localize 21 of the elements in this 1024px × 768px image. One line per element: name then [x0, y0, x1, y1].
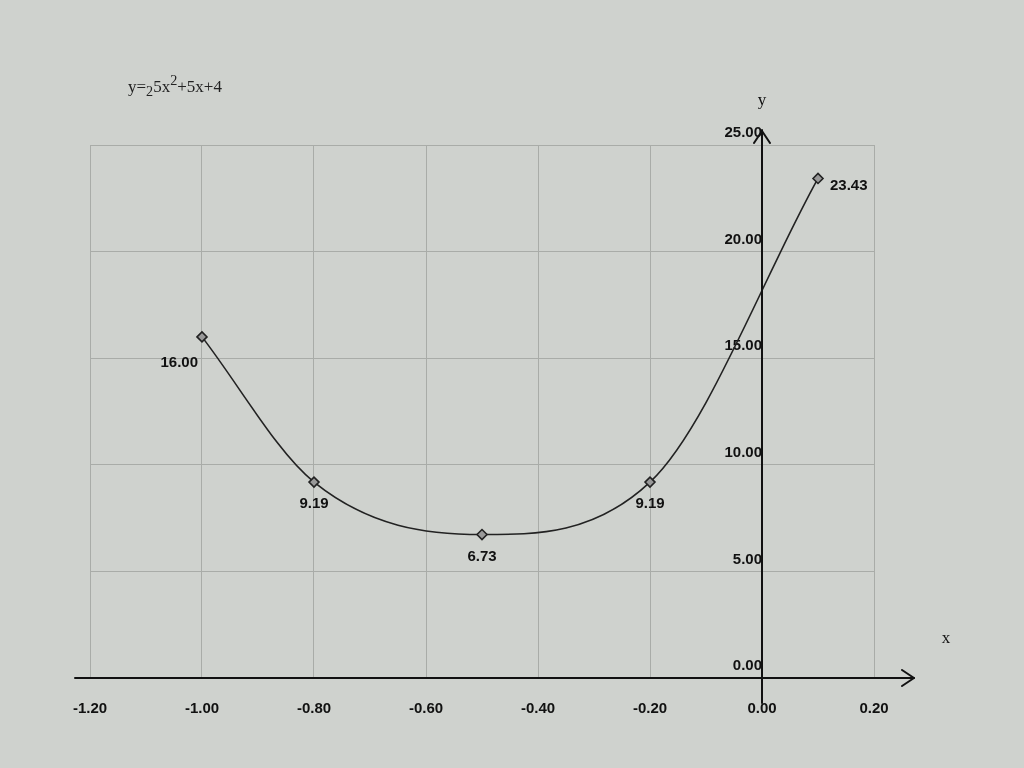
y-tick-label: 20.00	[724, 229, 762, 247]
data-label: 23.43	[830, 176, 868, 194]
y-tick-label: 5.00	[732, 549, 762, 567]
data-label: 9.19	[299, 494, 329, 512]
x-tick-label: -0.40	[520, 699, 556, 717]
data-label: 16.00	[160, 352, 198, 370]
y-axis-title: y	[757, 90, 767, 109]
x-tick-label: -1.00	[184, 699, 220, 717]
y-tick-label: 10.00	[724, 442, 762, 460]
y-tick-label: 0.00	[732, 656, 762, 674]
x-tick-label: -1.20	[72, 699, 108, 717]
x-tick-label: 0.00	[747, 699, 777, 717]
x-tick-label: -0.80	[296, 699, 332, 717]
data-label: 6.73	[467, 546, 497, 564]
x-tick-label: -0.60	[408, 699, 444, 717]
x-tick-label: 0.20	[859, 699, 889, 717]
x-axis-title: x	[941, 628, 951, 647]
chart-title: y=$_{2}$5x$^{2}$+5x+4	[128, 72, 222, 101]
x-tick-label: -0.20	[632, 699, 668, 717]
data-label: 9.19	[635, 494, 665, 512]
y-tick-label: 25.00	[724, 123, 762, 141]
